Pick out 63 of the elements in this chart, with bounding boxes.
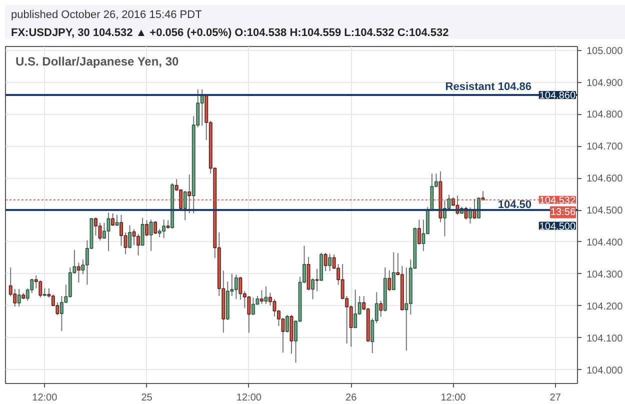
y-tick-label: 104.400 — [586, 237, 624, 248]
candlestick — [149, 219, 153, 252]
x-tick-label: 27 — [550, 392, 562, 404]
candlestick — [60, 295, 64, 332]
candlestick — [392, 252, 396, 291]
candlestick — [430, 173, 434, 211]
candlestick — [379, 300, 383, 318]
candlestick — [145, 220, 149, 237]
candlestick — [162, 219, 166, 239]
candlestick — [17, 288, 21, 308]
candlestick — [238, 276, 242, 300]
candlestick — [200, 88, 204, 126]
candlestick — [76, 262, 80, 284]
text: published October 26, 2016 15:46 PDT — [11, 8, 203, 23]
y-tick-label: 104.700 — [586, 142, 624, 153]
candlestick — [311, 278, 314, 300]
candlestick — [140, 218, 144, 246]
candlestick — [13, 288, 17, 308]
candlestick — [136, 234, 140, 256]
candlestick — [247, 295, 251, 334]
candlestick — [94, 216, 98, 236]
y-tick-label: 105.000 — [586, 46, 624, 57]
candlestick — [388, 270, 392, 292]
y-tick-label: 104.600 — [586, 174, 624, 185]
candlestick — [260, 290, 264, 304]
candlestick — [115, 214, 119, 227]
candlestick — [328, 253, 332, 272]
candlestick — [154, 220, 158, 235]
x-tick-label: 12:00 — [236, 392, 262, 404]
y-tick-label: 104.900 — [586, 78, 624, 89]
candlestick — [120, 214, 123, 246]
ref-line-label: Resistant 104.86 — [445, 81, 532, 94]
annotation: 104.860 — [539, 90, 576, 102]
annotation: 13:56 — [550, 206, 576, 218]
chart-subtitle: FX:USDJPY, 30 104.532 ▲ +0.056 (+0.05%) O:104.538 H:104.559 L:104.532 C:104.532 — [11, 26, 449, 41]
candlestick — [234, 274, 238, 300]
x-tick-label: 25 — [141, 392, 153, 404]
y-tick-label: 104.300 — [586, 269, 624, 280]
annotation: 104.532 — [539, 195, 576, 206]
candlestick — [324, 252, 328, 272]
candlestick — [251, 297, 255, 316]
ref-line-label: 104.50 — [498, 199, 532, 212]
candlestick — [102, 222, 106, 240]
candlestick — [183, 190, 187, 221]
text: U.S. Dollar/Japanese Yen, 30 — [16, 54, 180, 68]
candlestick — [404, 267, 408, 352]
candlestick — [272, 298, 276, 317]
candlestick — [38, 280, 42, 298]
annotation: 104.500 — [539, 221, 576, 232]
y-tick-label: 104.200 — [586, 301, 624, 312]
x-tick-label: 26 — [346, 392, 358, 404]
candlestick — [286, 314, 289, 333]
x-tick-label: 12:00 — [32, 392, 58, 404]
y-tick-label: 104.100 — [586, 333, 624, 344]
candlestick — [264, 286, 268, 304]
y-tick-label: 104.000 — [586, 365, 624, 376]
x-tick-label: 12:00 — [440, 392, 466, 404]
candlestick — [111, 212, 114, 227]
candlestick — [128, 224, 132, 249]
candlestick — [417, 219, 421, 246]
candlestick — [354, 289, 358, 329]
y-tick-label: 104.500 — [586, 206, 624, 217]
y-tick-label: 104.800 — [586, 110, 624, 121]
